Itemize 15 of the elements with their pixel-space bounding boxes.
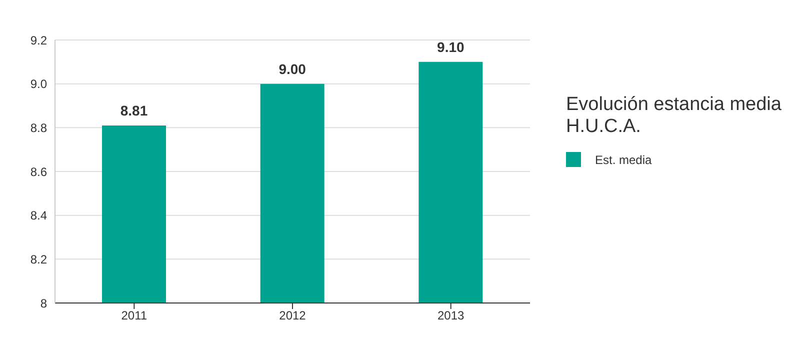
legend-label: Est. media [595,152,652,166]
data-label: 8.81 [120,102,148,118]
x-tick-label: 2013 [437,308,465,323]
y-tick-label: 9.0 [30,77,48,92]
x-tick-label: 2012 [279,308,306,323]
data-label: 9.00 [278,60,306,77]
y-tick-label: 8.4 [30,208,48,223]
y-tick-label: 8.8 [30,120,48,135]
y-tick-label: 8.2 [30,252,48,266]
data-label: 9.10 [437,38,465,55]
y-tick-label: 8 [40,296,48,310]
y-tick-label: 9.2 [30,33,48,48]
y-tick-label: 8.6 [30,164,48,179]
text: Evolución estancia media H.U.C.A. [566,94,782,138]
x-tick-label: 2011 [121,308,148,323]
